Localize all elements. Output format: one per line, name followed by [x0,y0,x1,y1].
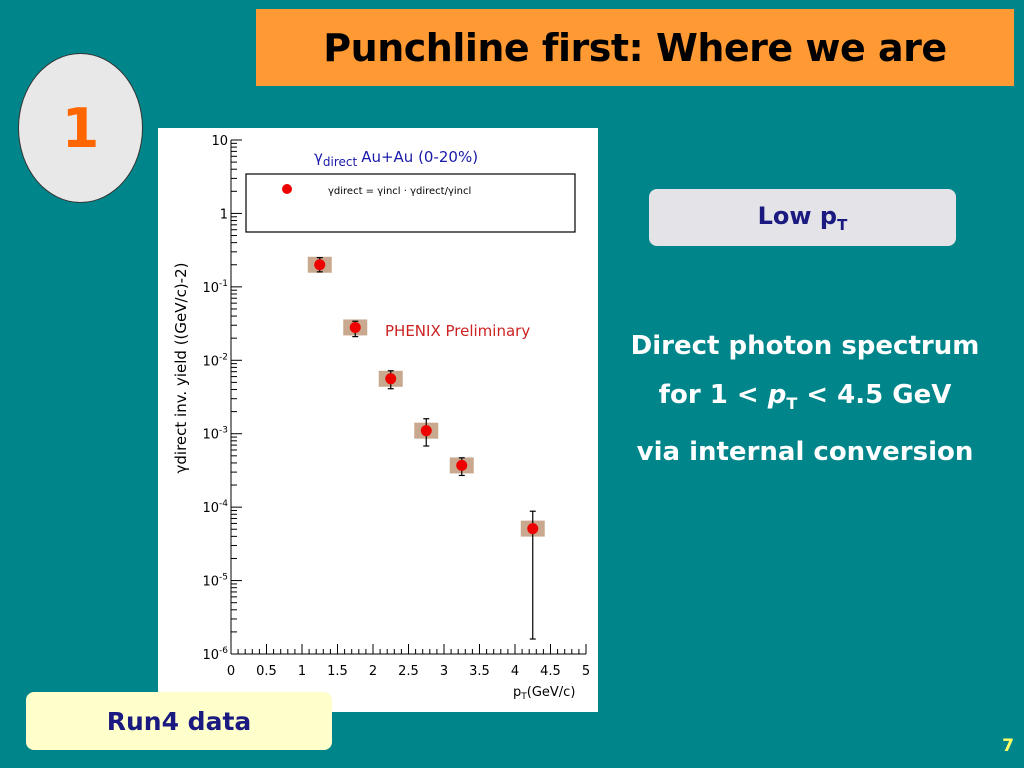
badge-number: 1 [61,96,100,160]
x-tick-label: 2 [369,664,377,679]
description-line-2-pre: for 1 < [658,380,768,410]
x-axis-label-main: p [513,685,521,700]
legend-title-text: Au+Au (0-20%) [361,148,478,166]
y-tick-label: 10-3 [202,426,228,443]
run-data-label: Run4 data [106,706,252,736]
y-tick-label: 10-5 [202,573,228,590]
axis-ticks [230,139,587,655]
chart-panel: 0 0.5 1 1.5 2 2.5 3 3.5 4 4.5 5 10 1 10-1 10-2 10-3 10-… [158,128,598,712]
low-pt-box: Low pT [649,189,956,246]
x-tick-label: 2.5 [398,664,419,679]
data-point [456,459,468,471]
x-tick-label: 4.5 [540,664,561,679]
low-pt-main: Low p [757,201,838,230]
legend-title-sub: direct [323,155,358,169]
y-tick-label: 10 [211,134,228,149]
title-bar: Punchline first: Where we are [256,9,1014,86]
low-pt-label: Low pT [758,202,848,234]
slide-title: Punchline first: Where we are [323,25,947,70]
x-tick-label: 0 [227,664,235,679]
low-pt-subscript: T [837,215,848,234]
y-axis-label: γdirect inv. yield ((GeV/c)-2) [172,263,190,474]
legend-box [245,173,576,233]
description-line-2-post: < 4.5 GeV [797,380,952,410]
x-axis-label: pT(GeV/c) [513,685,575,702]
x-tick-label: 1.5 [327,664,348,679]
x-tick-label: 0.5 [256,664,277,679]
data-point [385,373,397,385]
x-tick-label: 3 [440,664,448,679]
y-tick-label: 1 [220,207,228,222]
x-tick-label: 5 [582,664,590,679]
legend-title: γdirect Au+Au (0-20%) [314,148,478,169]
x-tick-label: 3.5 [469,664,490,679]
legend-title-symbol: γ [314,148,323,166]
data-point [314,259,326,271]
x-tick-label: 4 [511,664,519,679]
x-tick-label: 1 [298,664,306,679]
slide-number-badge: 1 [18,53,143,203]
description-text: Direct photon spectrum for 1 < pT < 4.5 … [600,322,1010,477]
y-tick-label: 10-2 [202,352,228,369]
y-tick-label: 10-6 [202,646,228,663]
y-tick-labels: 10 1 10-1 10-2 10-3 10-4 10-5 10-6 [202,134,228,663]
data-points [314,259,539,535]
data-point [527,523,539,535]
y-tick-label: 10-1 [202,279,228,296]
legend-marker [282,184,292,194]
preliminary-label: PHENIX Preliminary [385,322,530,340]
stat-error-bars [316,257,536,640]
data-point [349,321,361,333]
description-line-3: via internal conversion [636,437,974,468]
description-line-1: Direct photon spectrum [630,331,980,361]
x-axis-label-unit: (GeV/c) [527,685,576,700]
x-tick-labels: 0 0.5 1 1.5 2 2.5 3 3.5 4 4.5 5 [227,664,590,679]
run-data-box: Run4 data [26,692,332,750]
y-tick-label: 10-4 [202,499,228,516]
data-point [420,425,432,437]
x-axis-label-sub: T [520,692,527,702]
legend-formula: γdirect = γincl · γdirect/γincl [328,186,471,197]
direct-photon-chart: 0 0.5 1 1.5 2 2.5 3 3.5 4 4.5 5 10 1 10-1 10-2 10-3 10-… [172,134,590,702]
description-line-2-sub: T [786,394,798,414]
page-number: 7 [1002,736,1014,756]
description-line-2-var: p [767,380,787,410]
description-line-2: for 1 < pT < 4.5 GeV [600,371,1010,428]
systematic-error-boxes [307,256,545,537]
